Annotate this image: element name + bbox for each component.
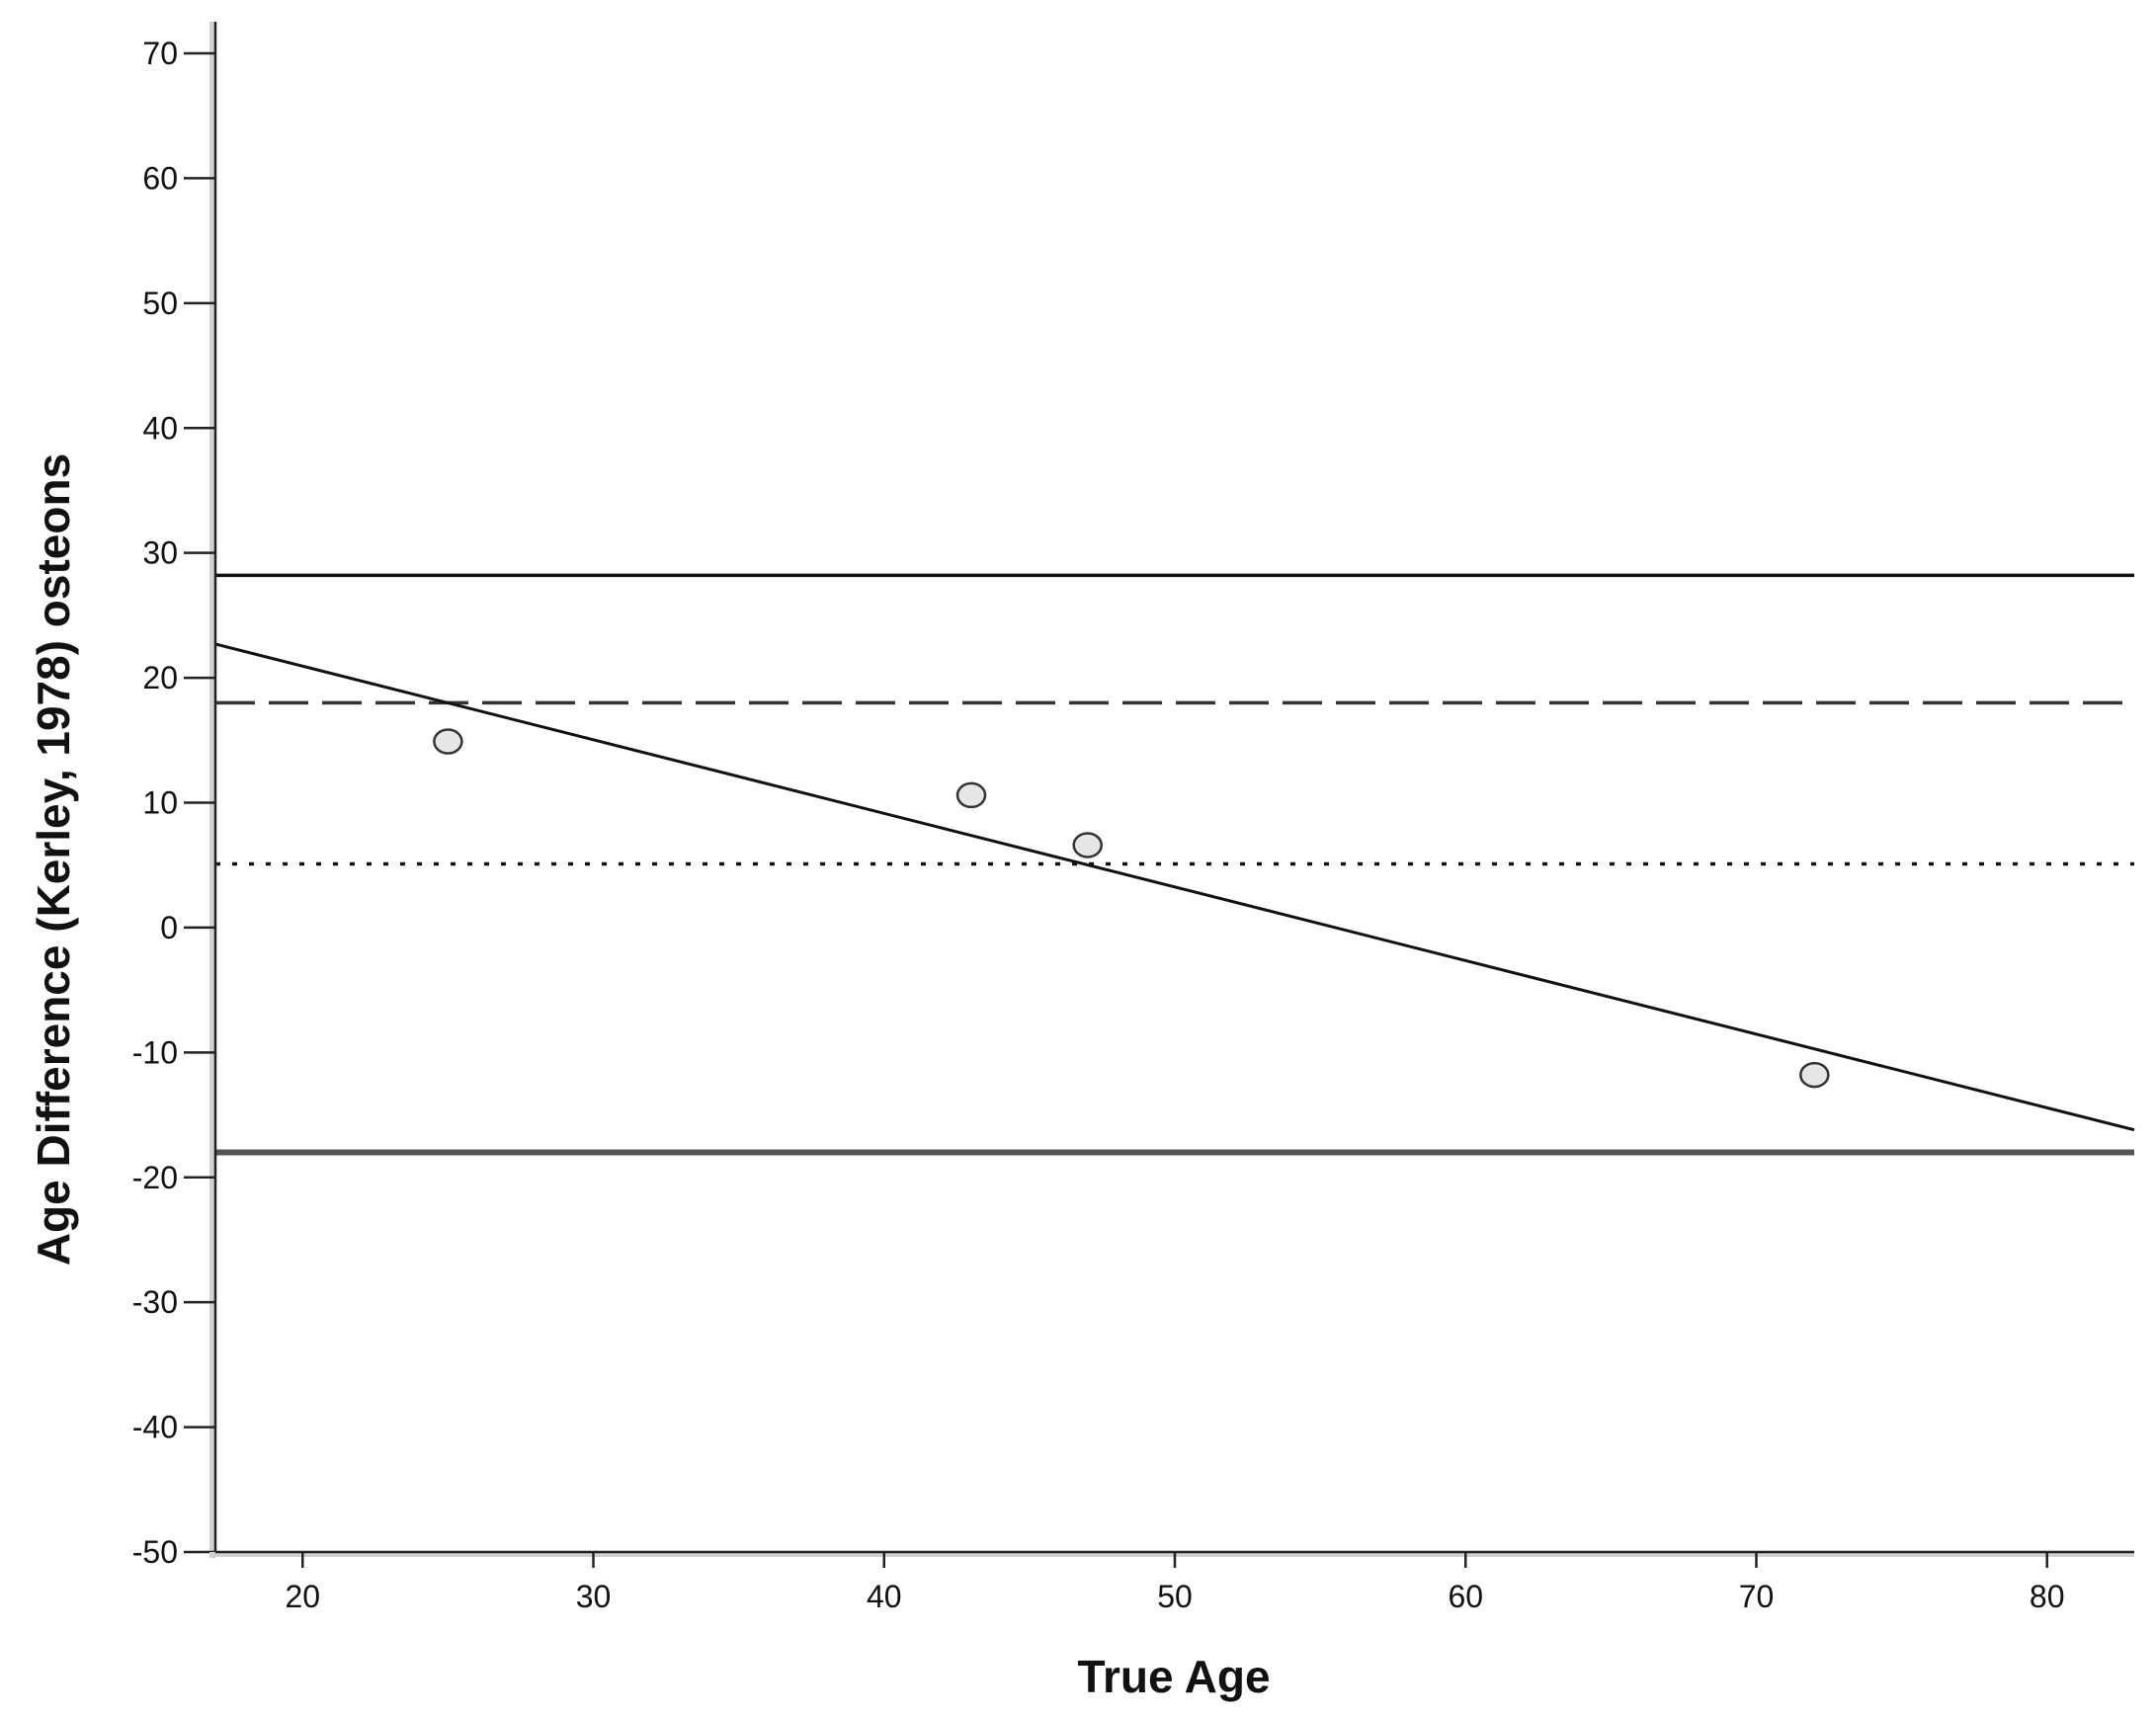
y-tick-label: -30 bbox=[132, 1284, 178, 1320]
regression-line bbox=[214, 642, 2135, 1132]
x-tick-label: 80 bbox=[2030, 1579, 2065, 1614]
x-tick-label: 20 bbox=[285, 1579, 320, 1614]
y-tick-label: 40 bbox=[142, 410, 178, 446]
data-point-2 bbox=[955, 781, 987, 809]
y-axis: 70 60 50 40 30 20 10 0 -10 -20 -30 -40 -50 bbox=[132, 22, 217, 1570]
x-tick-label: 60 bbox=[1448, 1579, 1483, 1614]
data-point-4 bbox=[1799, 1061, 1830, 1089]
y-tick-label: -10 bbox=[132, 1034, 178, 1070]
y-tick-label: 10 bbox=[142, 785, 178, 821]
y-tick-label: -50 bbox=[132, 1534, 178, 1570]
x-axis-title: True Age bbox=[1077, 1651, 1270, 1702]
data-point-1 bbox=[433, 728, 463, 755]
x-axis: 20 30 40 50 60 70 80 bbox=[209, 1550, 2134, 1614]
y-tick-label: 70 bbox=[142, 36, 178, 71]
y-axis-title: Age Difference (Kerley, 1978) osteons bbox=[28, 453, 79, 1266]
data-point-3 bbox=[1072, 832, 1103, 858]
x-tick-label: 30 bbox=[576, 1579, 612, 1614]
y-tick-label: 30 bbox=[142, 535, 178, 571]
x-axis-shadow bbox=[209, 1552, 2134, 1557]
y-tick-label: 60 bbox=[142, 160, 178, 196]
y-tick-label: -40 bbox=[132, 1410, 178, 1445]
x-tick-label: 70 bbox=[1739, 1579, 1775, 1614]
x-tick-label: 40 bbox=[867, 1579, 902, 1614]
y-axis-shadow bbox=[209, 22, 215, 1558]
x-tick-label: 50 bbox=[1157, 1579, 1193, 1614]
y-tick-label: 0 bbox=[160, 910, 178, 945]
y-tick-label: 50 bbox=[142, 286, 178, 321]
y-tick-label: -20 bbox=[132, 1160, 178, 1195]
y-tick-label: 20 bbox=[142, 660, 178, 695]
plot-area bbox=[214, 573, 2135, 1156]
